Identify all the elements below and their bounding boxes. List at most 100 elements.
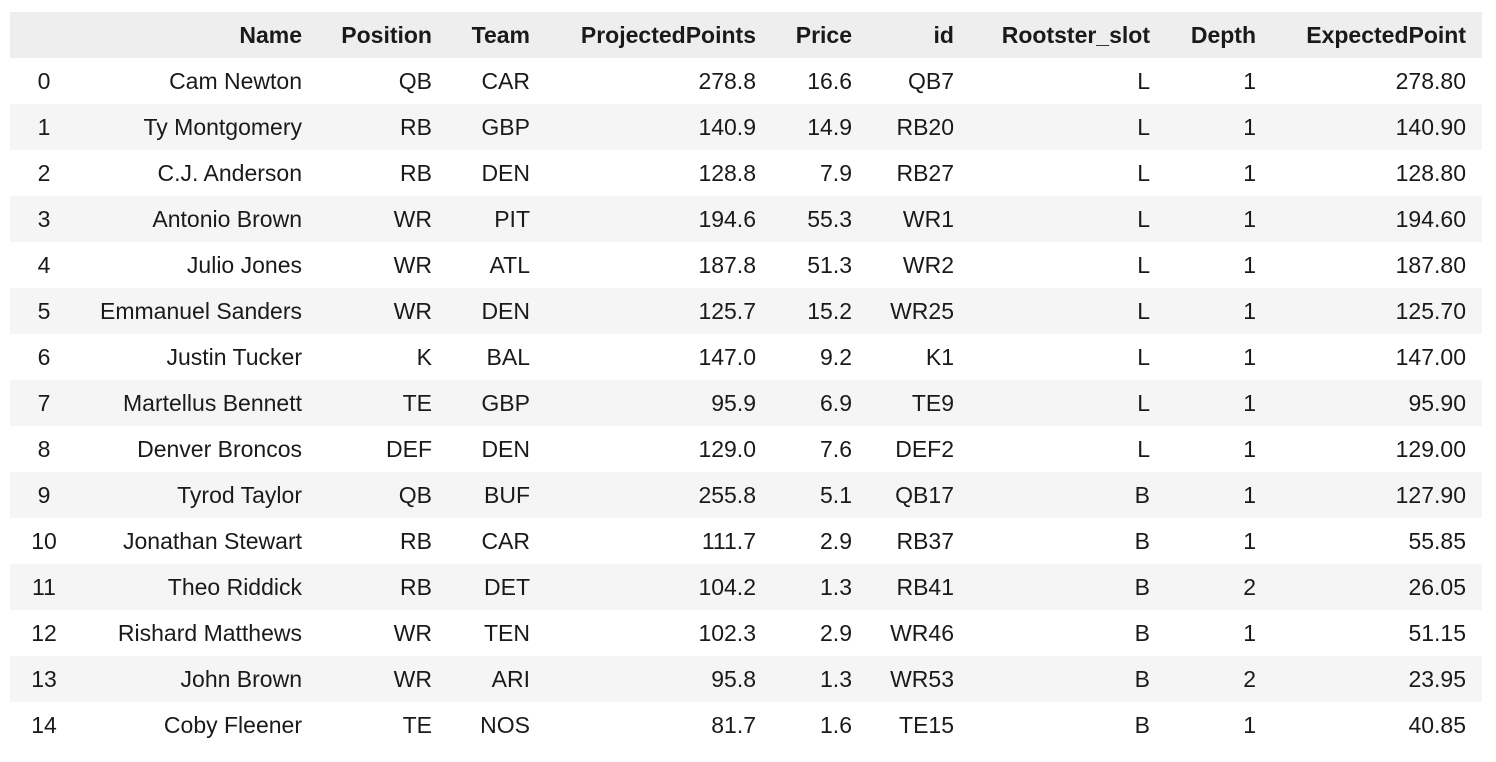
cell-depth: 2 <box>1243 573 1256 600</box>
header-index <box>10 12 78 58</box>
cell-price: 7.9 <box>820 159 852 186</box>
cell-position: DEF <box>386 435 432 462</box>
cell-projected-points: 125.7 <box>698 297 756 324</box>
header-position: Position <box>341 21 432 48</box>
cell-name: Martellus Bennett <box>123 389 302 416</box>
cell-expected-point: 129.00 <box>1395 435 1466 462</box>
cell-name: Cam Newton <box>169 67 302 94</box>
cell-price: 51.3 <box>807 251 852 278</box>
cell-id: TE15 <box>899 711 954 738</box>
header-id: id <box>933 21 954 48</box>
table-row: 6 Justin Tucker K BAL 147.0 9.2 K1 L 1 147.00 <box>10 334 1482 380</box>
cell-name: Julio Jones <box>186 251 302 278</box>
cell-id: DEF2 <box>895 435 954 462</box>
cell-position: K <box>416 343 432 370</box>
header-row: Name Position Team ProjectedPoints Price… <box>10 12 1482 58</box>
cell-position: RB <box>400 113 432 140</box>
cell-depth: 1 <box>1243 251 1256 278</box>
cell-projected-points: 278.8 <box>698 67 756 94</box>
table-row: 5 Emmanuel Sanders WR DEN 125.7 15.2 WR25 L 1 125… <box>10 288 1482 334</box>
cell-index: 12 <box>31 619 57 646</box>
table-row: 7 Martellus Bennett TE GBP 95.9 6.9 TE9 L 1 95.90 <box>10 380 1482 426</box>
cell-rootster-slot: L <box>1137 159 1150 186</box>
cell-rootster-slot: B <box>1134 619 1150 646</box>
cell-id: WR2 <box>902 251 954 278</box>
cell-position: WR <box>393 205 432 232</box>
cell-rootster-slot: L <box>1137 113 1150 140</box>
cell-expected-point: 40.85 <box>1408 711 1466 738</box>
cell-depth: 1 <box>1243 435 1256 462</box>
cell-depth: 1 <box>1243 619 1256 646</box>
cell-index: 0 <box>37 67 51 94</box>
cell-expected-point: 194.60 <box>1395 205 1466 232</box>
table-header: Name Position Team ProjectedPoints Price… <box>10 12 1482 58</box>
header-price: Price <box>795 21 852 48</box>
cell-id: WR25 <box>890 297 954 324</box>
header-projected-points: ProjectedPoints <box>580 21 756 48</box>
table-row: 9 Tyrod Taylor QB BUF 255.8 5.1 QB17 B 1 127.90 <box>10 472 1482 518</box>
cell-team: TEN <box>484 619 530 646</box>
cell-index: 5 <box>37 297 51 324</box>
cell-id: K1 <box>925 343 954 370</box>
cell-price: 1.6 <box>820 711 852 738</box>
cell-id: QB7 <box>907 67 954 94</box>
table-row: 2 C.J. Anderson RB DEN 128.8 7.9 RB27 L 1 128.80 <box>10 150 1482 196</box>
cell-name: C.J. Anderson <box>157 159 302 186</box>
cell-expected-point: 26.05 <box>1408 573 1466 600</box>
cell-expected-point: 128.80 <box>1395 159 1466 186</box>
cell-projected-points: 95.8 <box>711 665 756 692</box>
cell-price: 9.2 <box>820 343 852 370</box>
cell-projected-points: 255.8 <box>698 481 756 508</box>
cell-position: RB <box>400 527 432 554</box>
table-row: 10 Jonathan Stewart RB CAR 111.7 2.9 RB37 B 1 55.… <box>10 518 1482 564</box>
cell-depth: 2 <box>1243 665 1256 692</box>
cell-rootster-slot: B <box>1134 573 1150 600</box>
cell-team: ATL <box>489 251 530 278</box>
cell-projected-points: 95.9 <box>711 389 756 416</box>
cell-rootster-slot: B <box>1134 527 1150 554</box>
cell-price: 15.2 <box>807 297 852 324</box>
cell-team: CAR <box>481 527 530 554</box>
cell-rootster-slot: L <box>1137 205 1150 232</box>
cell-depth: 1 <box>1243 205 1256 232</box>
cell-depth: 1 <box>1243 711 1256 738</box>
cell-price: 55.3 <box>807 205 852 232</box>
cell-projected-points: 140.9 <box>698 113 756 140</box>
cell-id: WR1 <box>902 205 954 232</box>
cell-price: 16.6 <box>807 67 852 94</box>
cell-team: BAL <box>486 343 530 370</box>
cell-index: 2 <box>37 159 51 186</box>
cell-position: QB <box>398 67 432 94</box>
cell-position: WR <box>393 619 432 646</box>
cell-position: RB <box>400 573 432 600</box>
cell-index: 11 <box>32 573 56 600</box>
cell-rootster-slot: L <box>1137 251 1150 278</box>
cell-projected-points: 111.7 <box>701 527 756 554</box>
table-body: 0 Cam Newton QB CAR 278.8 16.6 QB7 L 1 278.80 1 Ty … <box>10 58 1482 748</box>
cell-expected-point: 278.80 <box>1395 67 1466 94</box>
cell-expected-point: 187.80 <box>1395 251 1466 278</box>
cell-index: 7 <box>37 389 51 416</box>
cell-name: Tyrod Taylor <box>177 481 302 508</box>
cell-projected-points: 129.0 <box>698 435 756 462</box>
cell-rootster-slot: B <box>1134 665 1150 692</box>
cell-projected-points: 102.3 <box>698 619 756 646</box>
cell-depth: 1 <box>1243 481 1256 508</box>
cell-name: Jonathan Stewart <box>122 527 302 554</box>
cell-price: 7.6 <box>820 435 852 462</box>
cell-position: WR <box>393 665 432 692</box>
cell-id: WR53 <box>890 665 954 692</box>
cell-team: DEN <box>481 435 530 462</box>
cell-projected-points: 187.8 <box>698 251 756 278</box>
cell-index: 4 <box>37 251 51 278</box>
cell-depth: 1 <box>1243 113 1256 140</box>
cell-name: John Brown <box>180 665 302 692</box>
cell-name: Justin Tucker <box>166 343 303 370</box>
cell-price: 2.9 <box>820 527 852 554</box>
cell-team: NOS <box>480 711 530 738</box>
cell-expected-point: 95.90 <box>1408 389 1466 416</box>
cell-index: 6 <box>37 343 51 370</box>
table-row: 14 Coby Fleener TE NOS 81.7 1.6 TE15 B 1 40.85 <box>10 702 1482 748</box>
table-row: 12 Rishard Matthews WR TEN 102.3 2.9 WR46 B 1 51.… <box>10 610 1482 656</box>
cell-position: WR <box>393 297 432 324</box>
